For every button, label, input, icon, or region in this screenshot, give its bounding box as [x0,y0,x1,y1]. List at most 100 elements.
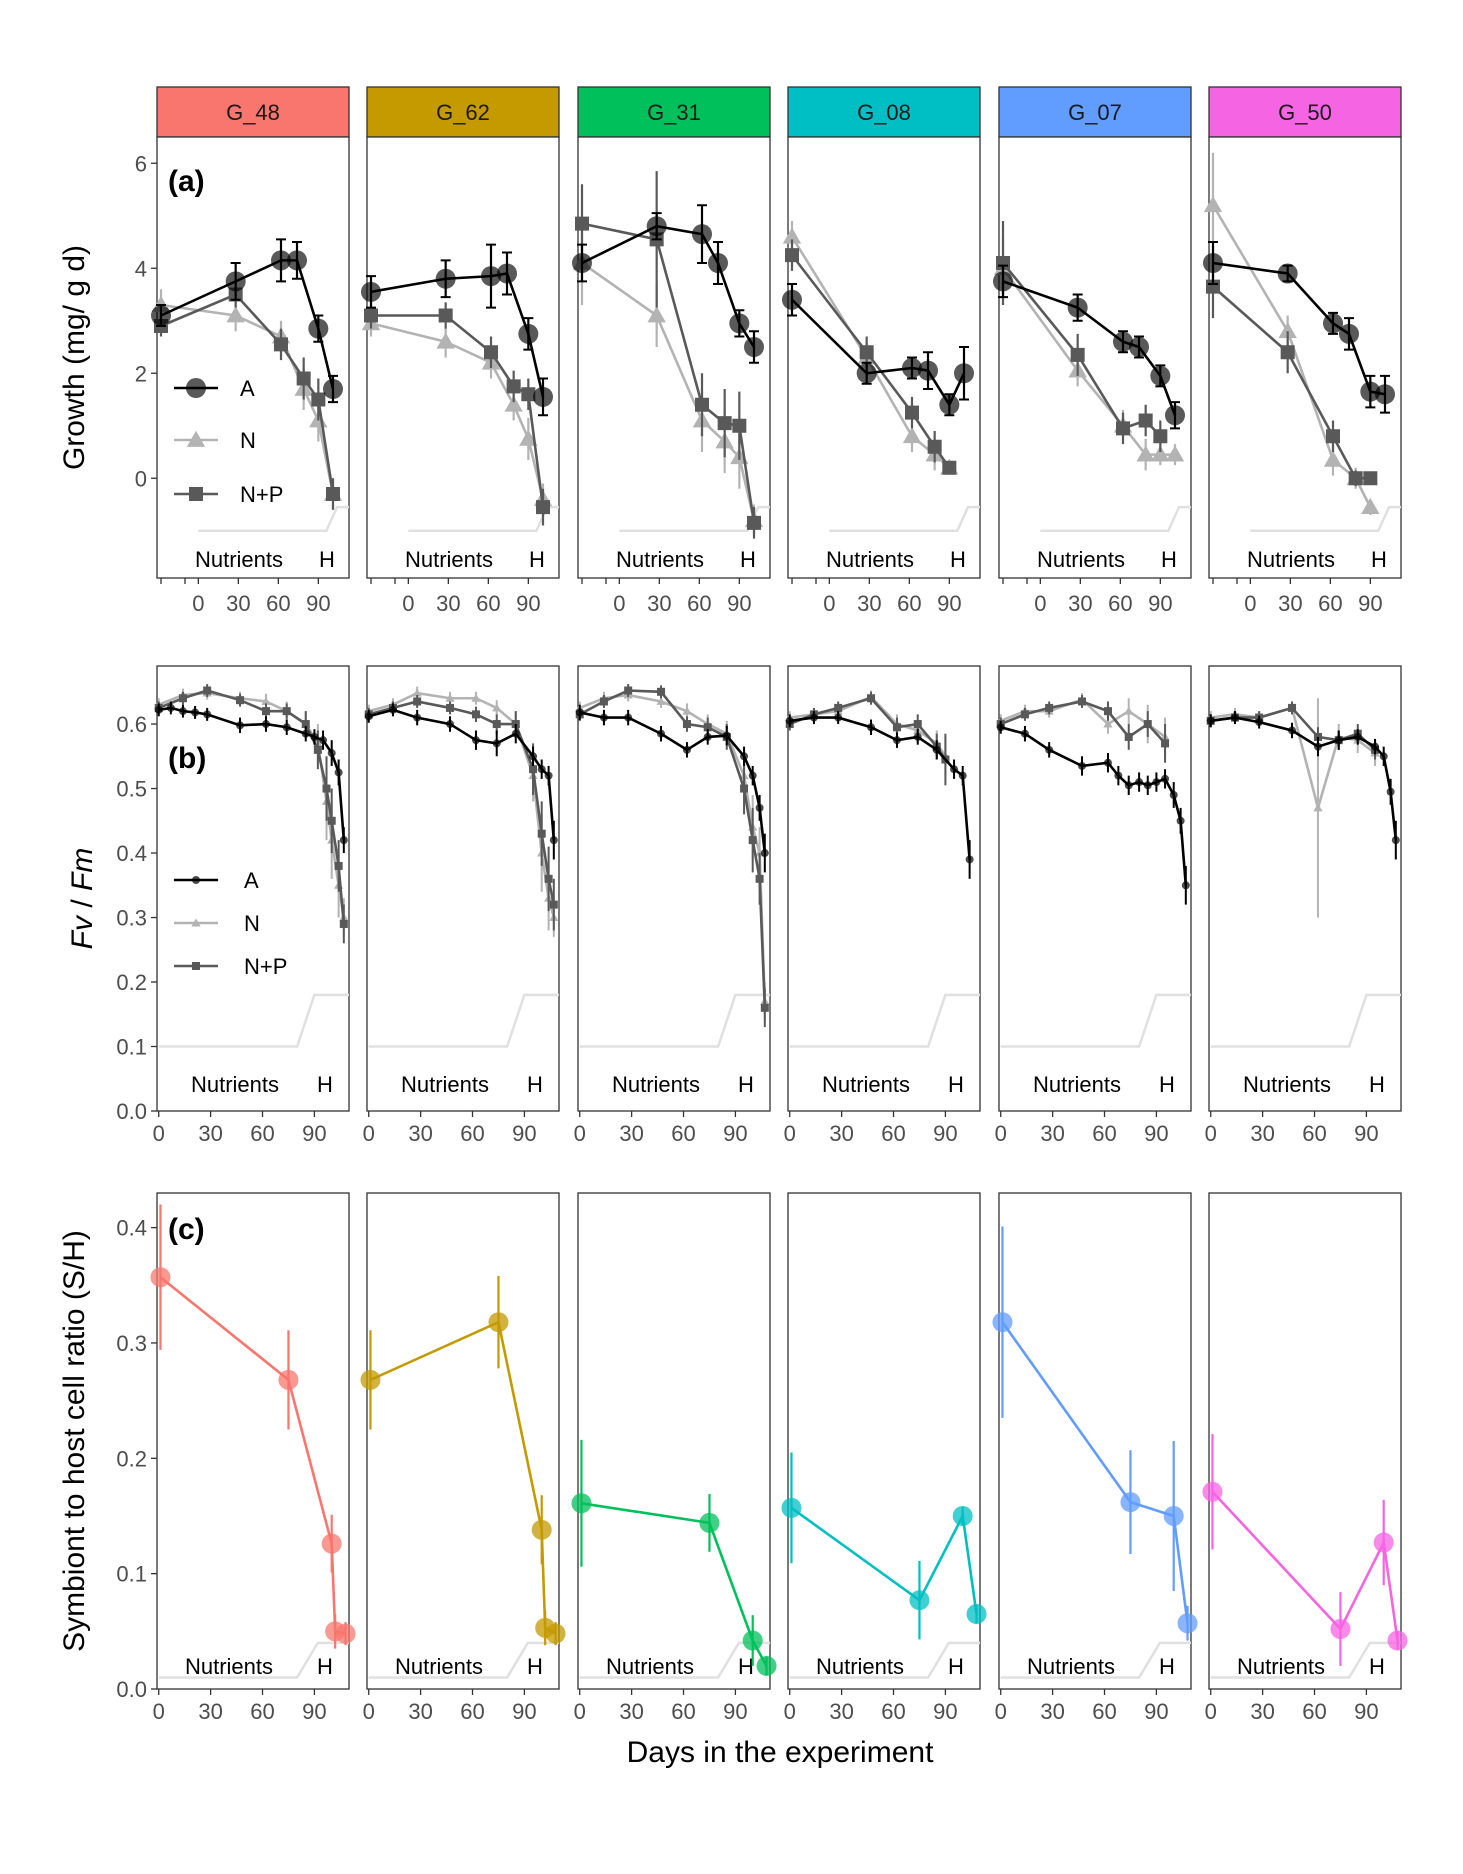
treatment-schematic-line [408,505,559,532]
data-point-A [544,771,553,780]
data-point-A [1143,781,1152,790]
data-point [360,1369,381,1390]
data-point-A [1206,716,1215,725]
data-point-A [364,712,373,721]
nutrients-label: Nutrients [816,1654,904,1679]
x-tick-label: 30 [829,1121,853,1146]
facet-frame [156,136,350,579]
data-point-A [1391,836,1400,845]
x-tick-label: 90 [512,1121,536,1146]
x-tick-label: 60 [460,1699,484,1724]
facet-strip-G_48 [156,86,350,138]
x-tick-label: 90 [723,1699,747,1724]
data-point-N+P [178,694,187,703]
y-tick-label: 0.6 [116,712,147,737]
y-tick-label: 0.0 [116,1677,147,1702]
x-tick-label: 90 [1354,1699,1378,1724]
heat-label: H [317,1654,333,1679]
data-point-A [1129,337,1149,357]
treatment-schematic-line [368,1641,559,1679]
heat-label: H [527,1654,543,1679]
data-point-N+P [927,439,942,454]
y-axis-title-part: Fv [66,914,99,949]
treatment-schematic-line [789,1641,980,1679]
data-point-N+P [1280,345,1295,360]
x-tick-label: 60 [1318,591,1342,616]
nutrients-label: Nutrients [191,1072,279,1097]
x-tick-label: 60 [250,1121,274,1146]
data-point-A [785,716,794,725]
facet-frame [577,1192,771,1690]
series-line-N+P [581,222,756,524]
y-tick-label: 0.3 [116,906,147,931]
data-point-N+P [1326,429,1340,444]
y-tick-label: 6 [135,151,147,176]
facet-(a)-G_50: Nutrients H 0 30 60 90 [1203,136,1402,616]
facet-(c)-G_62: Nutrients H 0 30 60 90 [360,1192,566,1724]
facet-strip-label: G_31 [647,100,701,125]
data-point-A [950,765,959,774]
data-point [1202,1481,1223,1502]
x-tick-label: 30 [436,591,460,616]
heat-label: H [1161,547,1177,572]
facet-(a)-G_48: Nutrients H 0 30 60 90 [151,136,350,616]
series-line-N+P [160,292,335,495]
data-point-N+P [1348,471,1363,486]
x-tick-label: 90 [302,1699,326,1724]
data-point-A [918,360,938,381]
data-point [909,1590,930,1611]
y-tick-label: 0.4 [116,1216,147,1241]
series-line-N+P [158,689,346,925]
series-line-A [789,716,971,860]
data-point-A [708,253,728,273]
data-point-N+P [1143,720,1152,729]
x-tick-label: 90 [302,1121,326,1146]
nutrients-label: Nutrients [185,1654,273,1679]
data-point-N+P [313,745,322,754]
data-point-N+P [311,392,326,407]
facet-frame [998,136,1192,579]
data-point-A [308,318,329,339]
data-point [1120,1492,1141,1513]
x-tick-label: 0 [995,1121,1007,1146]
data-point-A [178,707,187,716]
data-point-A [1124,781,1133,790]
data-point [278,1369,299,1390]
x-tick-label: 60 [250,1699,274,1724]
heat-label: H [527,1072,543,1097]
data-point-A [1150,365,1171,386]
data-point [150,1267,171,1288]
data-point-A [572,253,592,273]
data-point-A [1230,713,1239,722]
data-point-A [319,736,328,745]
x-tick-label: 90 [1358,591,1382,616]
series-line-N+P [371,314,545,508]
x-tick-label: 90 [1354,1121,1378,1146]
data-point-N+P [695,397,709,412]
data-point-N+P [867,694,876,703]
x-tick-label: 30 [198,1121,222,1146]
y-axis-title-a: Growth (mg/ g d) [58,245,91,470]
data-point-N+P [549,900,558,909]
y-tick-label: 0.1 [116,1562,147,1587]
data-point-N [412,688,422,697]
nutrients-label: Nutrients [612,1072,700,1097]
data-point-N+P [322,784,331,793]
data-point-N+P [471,710,480,719]
x-tick-label: 0 [613,591,625,616]
data-point-N+P [438,308,453,323]
facet-(b)-G_48: Nutrients H 0 30 60 90 [153,665,350,1146]
x-tick-label: 60 [687,591,711,616]
data-point-N+P [1124,732,1133,741]
x-tick-label: 90 [727,591,751,616]
data-point-N+P [682,720,691,729]
facet-frame [787,665,981,1112]
x-tick-label: 0 [1244,591,1256,616]
data-point [321,1533,342,1554]
x-tick-label: 30 [408,1121,432,1146]
data-point-A [151,305,171,326]
nutrients-label: Nutrients [405,547,493,572]
data-point-A [492,739,501,748]
x-tick-label: 30 [619,1699,643,1724]
data-point-N+P [892,723,901,732]
